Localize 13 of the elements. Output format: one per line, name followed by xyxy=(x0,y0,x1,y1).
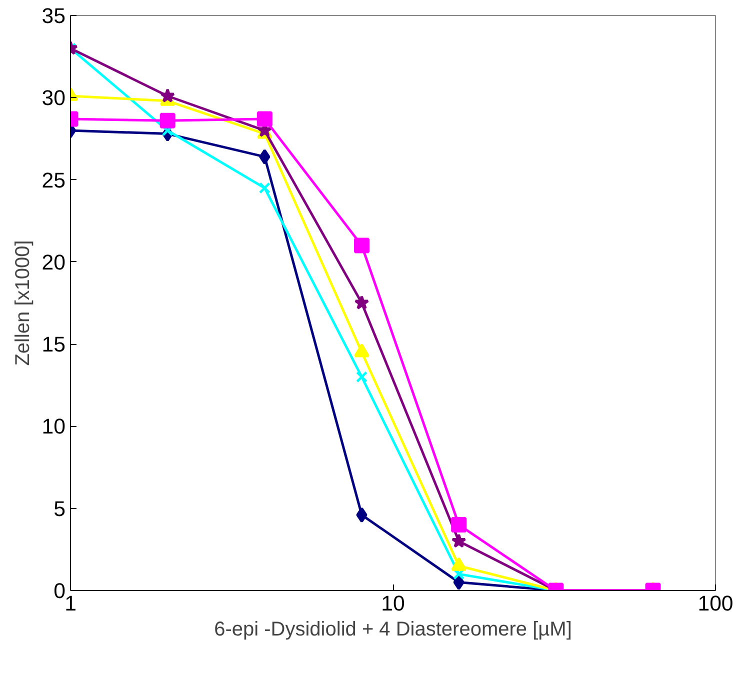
y-axis-title: Zellen [x1000] xyxy=(12,240,34,366)
x-tick-label: 100 xyxy=(698,592,734,616)
y-tick-label: 20 xyxy=(42,250,66,274)
x-tick-label: 10 xyxy=(381,592,405,616)
y-tick-label: 25 xyxy=(42,168,66,192)
y-tick-label: 35 xyxy=(42,4,66,28)
x-tick-label: 1 xyxy=(64,592,76,616)
y-tick-label: 5 xyxy=(54,496,66,521)
y-tick-label: 15 xyxy=(42,332,66,357)
y-tick-label: 30 xyxy=(42,86,66,110)
y-tick-label: 0 xyxy=(54,579,66,603)
x-axis-title: 6-epi -Dysidiolid + 4 Diastereomere [µM] xyxy=(214,618,572,640)
y-tick-label: 10 xyxy=(42,414,66,439)
